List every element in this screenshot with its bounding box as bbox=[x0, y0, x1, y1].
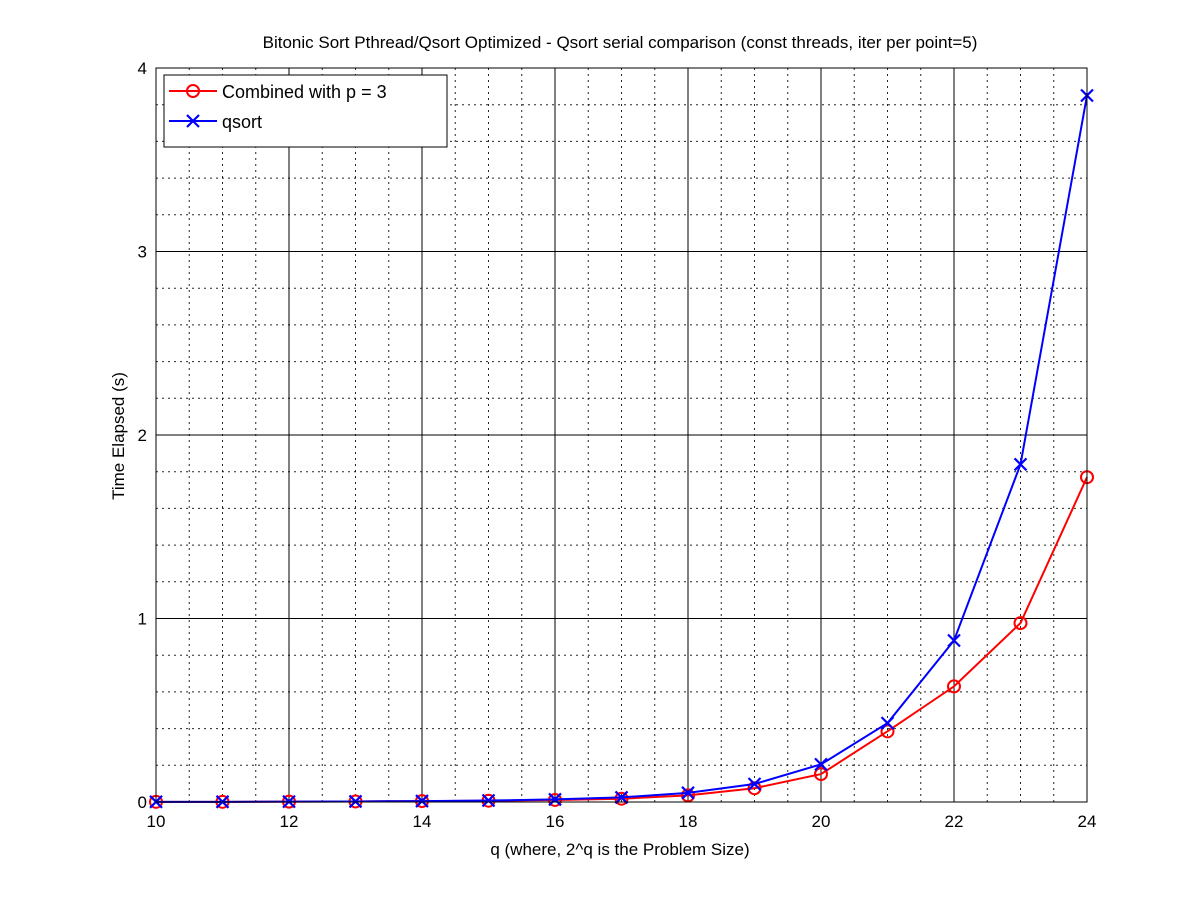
data-point bbox=[481, 793, 496, 808]
plot-frame bbox=[155, 67, 1088, 803]
data-point bbox=[348, 794, 363, 809]
y-tick-label: 1 bbox=[138, 610, 147, 629]
x-axis-label: q (where, 2^q is the Problem Size) bbox=[490, 840, 749, 859]
x-tick-label: 12 bbox=[280, 812, 299, 831]
x-tick-label: 16 bbox=[546, 812, 565, 831]
legend-label: Combined with p = 3 bbox=[222, 82, 387, 102]
data-point bbox=[548, 792, 562, 807]
data-point bbox=[681, 788, 695, 803]
data-point bbox=[614, 791, 629, 806]
y-axis-label: Time Elapsed (s) bbox=[109, 372, 128, 500]
data-point bbox=[947, 633, 961, 648]
x-tick-label: 18 bbox=[679, 812, 698, 831]
chart-title: Bitonic Sort Pthread/Qsort Optimized - Q… bbox=[263, 33, 978, 52]
y-tick-label: 0 bbox=[138, 793, 147, 812]
data-point bbox=[880, 716, 895, 730]
legend: Combined with p = 3 qsort bbox=[163, 74, 448, 148]
x-tick-label: 14 bbox=[413, 812, 432, 831]
data-point bbox=[614, 790, 629, 805]
y-tick-label: 3 bbox=[138, 243, 147, 262]
series-x bbox=[149, 88, 1094, 809]
data-point bbox=[747, 777, 762, 791]
legend-box bbox=[163, 74, 448, 148]
legend-marker bbox=[186, 84, 200, 98]
y-tick-label: 2 bbox=[138, 426, 147, 445]
y-tick-label: 4 bbox=[138, 59, 147, 78]
data-point bbox=[415, 794, 429, 808]
x-tick-label: 22 bbox=[945, 812, 964, 831]
data-point bbox=[814, 767, 828, 782]
data-point bbox=[747, 781, 762, 796]
x-tick-label: 10 bbox=[147, 812, 166, 831]
legend-marker bbox=[186, 114, 200, 128]
data-point bbox=[814, 757, 828, 772]
data-point bbox=[1013, 457, 1028, 472]
data-point bbox=[681, 786, 695, 800]
x-tick-label: 24 bbox=[1078, 812, 1097, 831]
x-tick-label: 20 bbox=[812, 812, 831, 831]
data-point bbox=[1013, 616, 1028, 631]
data-point bbox=[880, 724, 895, 739]
data-point bbox=[947, 679, 961, 694]
plot-series bbox=[149, 88, 1094, 809]
legend-label: qsort bbox=[222, 112, 262, 132]
